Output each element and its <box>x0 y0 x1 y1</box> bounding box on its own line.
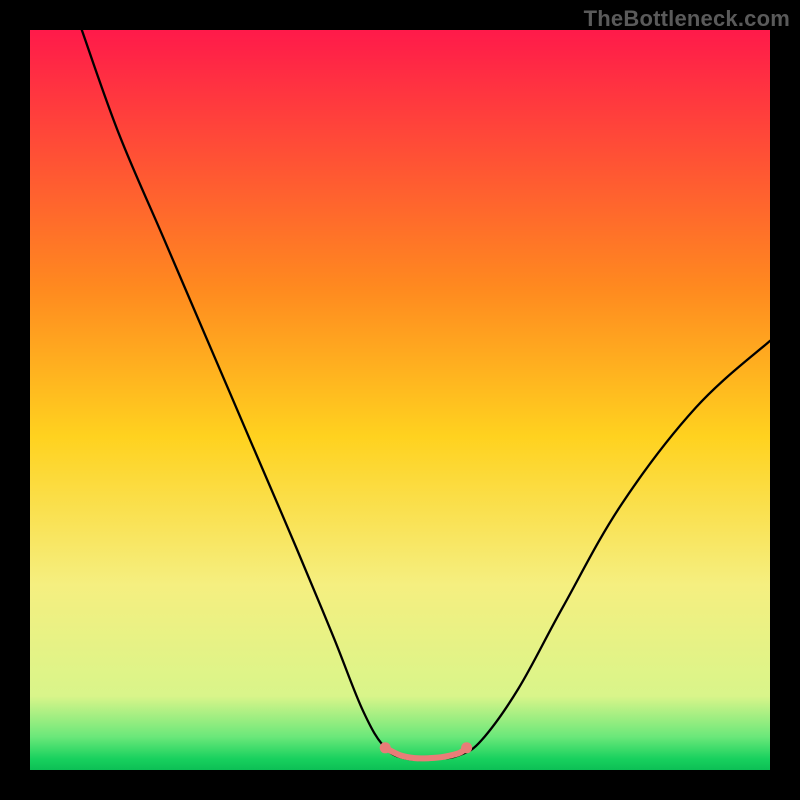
valley-highlight-marker <box>380 742 391 753</box>
bottleneck-chart <box>0 0 800 800</box>
chart-root: TheBottleneck.com <box>0 0 800 800</box>
valley-highlight-marker <box>461 742 472 753</box>
gradient-background <box>30 30 770 770</box>
